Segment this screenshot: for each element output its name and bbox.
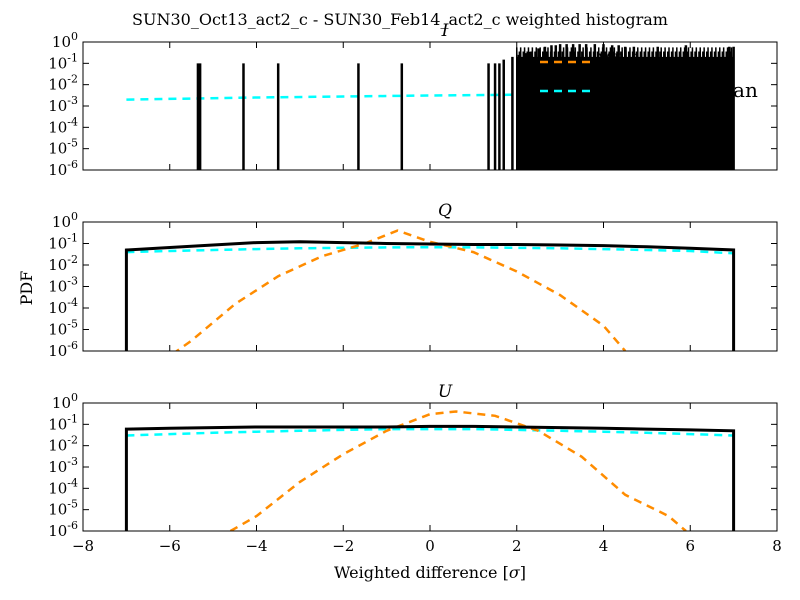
y-tick-label: 10-6 <box>48 158 78 179</box>
x-tick-label: 0 <box>425 537 435 555</box>
y-tick-label: 10-1 <box>48 232 78 253</box>
data-line <box>124 424 736 531</box>
y-axis-label: PDF <box>17 271 36 306</box>
y-tick-label: 10-3 <box>48 455 78 476</box>
legend-label-white-noise: White noise <box>598 49 717 73</box>
y-tick-label: 10-1 <box>48 412 78 433</box>
fitted-gaussian-line <box>126 427 734 437</box>
y-tick-label: 10-2 <box>48 434 78 455</box>
y-tick-label: 10-4 <box>48 115 78 136</box>
x-tick-label: 4 <box>599 537 609 555</box>
y-tick-label: 100 <box>52 210 78 231</box>
y-tick-label: 10-2 <box>48 73 78 94</box>
x-tick-label: −2 <box>332 537 354 555</box>
x-tick-label: 2 <box>512 537 522 555</box>
x-tick-label: −4 <box>245 537 267 555</box>
panel-title-i: I <box>441 21 449 41</box>
axes-frame <box>82 221 778 352</box>
plot-area <box>126 44 735 170</box>
panels-group: I10010-110-210-310-410-510-6Q10010-110-2… <box>48 21 782 555</box>
x-tick-label: 6 <box>685 537 695 555</box>
y-tick-label: 10-5 <box>48 318 78 339</box>
data-line <box>124 240 736 351</box>
fitted-gaussian-line <box>126 245 734 255</box>
y-tick-label: 10-3 <box>48 275 78 296</box>
axes-frame <box>82 402 778 532</box>
figure-title: SUN30_Oct13_act2_c - SUN30_Feb14_act2_c … <box>132 10 668 29</box>
y-tick-label: 100 <box>52 391 78 412</box>
legend-label-data: Data <box>598 107 646 131</box>
x-axis-label: Weighted difference [σ] <box>334 563 526 582</box>
white-noise-line <box>229 410 687 531</box>
y-tick-label: 10-4 <box>48 296 78 317</box>
legend-label-fitted-gaussian: Fitted Gaussian <box>598 78 758 102</box>
y-tick-label: 10-4 <box>48 476 78 497</box>
panel-title-u: U <box>438 382 453 402</box>
y-tick-label: 10-5 <box>48 137 78 158</box>
white-noise-line <box>174 229 627 351</box>
panel-title-q: Q <box>438 201 452 221</box>
legend: White noise Fitted Gaussian Data <box>540 49 758 131</box>
x-tick-label: −6 <box>159 537 181 555</box>
x-tick-label: 8 <box>772 537 782 555</box>
y-tick-label: 100 <box>52 30 78 51</box>
y-tick-label: 10-3 <box>48 94 78 115</box>
x-tick-label: −8 <box>72 537 94 555</box>
plot-area <box>124 229 736 351</box>
y-tick-label: 10-6 <box>48 519 78 540</box>
y-tick-label: 10-5 <box>48 498 78 519</box>
y-tick-label: 10-1 <box>48 51 78 72</box>
plot-area <box>124 410 736 531</box>
y-tick-label: 10-6 <box>48 339 78 360</box>
y-tick-label: 10-2 <box>48 253 78 274</box>
